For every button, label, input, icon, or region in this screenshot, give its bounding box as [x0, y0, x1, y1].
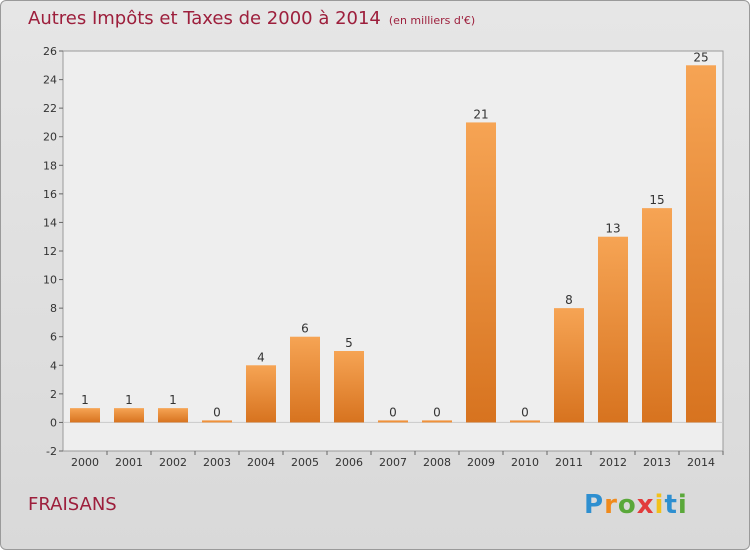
chart-title-text: Autres Impôts et Taxes de 2000 à 2014 — [28, 8, 381, 29]
x-tick-label: 2002 — [159, 456, 187, 469]
x-tick-label: 2000 — [71, 456, 99, 469]
commune-name: FRAISANS — [28, 494, 117, 515]
bar-2011 — [554, 308, 584, 423]
y-tick-label: 12 — [43, 245, 57, 258]
y-tick-label: 0 — [50, 416, 57, 429]
value-label: 0 — [433, 405, 441, 419]
y-tick-label: 18 — [43, 159, 57, 172]
x-tick-label: 2013 — [643, 456, 671, 469]
x-tick-label: 2010 — [511, 456, 539, 469]
bar-2004 — [246, 365, 276, 423]
logo-letter: P — [584, 490, 605, 520]
value-label: 8 — [565, 293, 573, 307]
bar-2013 — [642, 208, 672, 423]
bar-2010 — [510, 420, 540, 423]
value-label: 0 — [389, 405, 397, 419]
y-tick-label: 10 — [43, 274, 57, 287]
bar-2001 — [114, 408, 144, 423]
value-label: 25 — [693, 50, 708, 64]
y-tick-label: 6 — [50, 331, 57, 344]
bar-2000 — [70, 408, 100, 423]
bar-2002 — [158, 408, 188, 423]
x-tick-label: 2006 — [335, 456, 363, 469]
x-tick-label: 2008 — [423, 456, 451, 469]
bar-2007 — [378, 420, 408, 423]
chart-unit-note: (en milliers d'€) — [388, 14, 476, 27]
value-label: 1 — [81, 393, 89, 407]
bar-2014 — [686, 65, 716, 423]
x-tick-label: 2009 — [467, 456, 495, 469]
x-tick-label: 2011 — [555, 456, 583, 469]
value-label: 13 — [605, 222, 620, 236]
x-tick-label: 2001 — [115, 456, 143, 469]
y-tick-label: 2 — [50, 388, 57, 401]
logo-letter: r — [604, 490, 618, 520]
value-label: 5 — [345, 336, 353, 350]
logo-letter: o — [617, 490, 637, 520]
x-tick-label: 2003 — [203, 456, 231, 469]
bar-2009 — [466, 122, 496, 423]
value-label: 0 — [213, 405, 221, 419]
proxiti-logo: Proxiti — [584, 490, 688, 520]
value-label: 4 — [257, 350, 265, 364]
bar-2008 — [422, 420, 452, 423]
y-tick-label: 24 — [43, 74, 57, 87]
y-tick-label: 8 — [50, 302, 57, 315]
value-label: 15 — [649, 193, 664, 207]
y-tick-label: 16 — [43, 188, 57, 201]
y-tick-label: 22 — [43, 102, 57, 115]
y-tick-label: 14 — [43, 216, 57, 229]
value-label: 21 — [473, 107, 488, 121]
y-tick-label: 4 — [50, 359, 57, 372]
logo-letter: x — [636, 490, 655, 520]
bar-2003 — [202, 420, 232, 423]
y-tick-label: -2 — [46, 445, 57, 458]
value-label: 0 — [521, 405, 529, 419]
bar-2006 — [334, 351, 364, 423]
x-tick-label: 2014 — [687, 456, 715, 469]
bar-2012 — [598, 236, 628, 423]
value-label: 1 — [125, 393, 133, 407]
y-tick-label: 20 — [43, 131, 57, 144]
logo-letter: i — [677, 490, 688, 520]
logo-letter: i — [654, 490, 665, 520]
logo-letter: t — [664, 490, 678, 520]
x-tick-label: 2004 — [247, 456, 275, 469]
x-tick-label: 2007 — [379, 456, 407, 469]
chart-title: Autres Impôts et Taxes de 2000 à 2014 (en… — [28, 8, 475, 29]
y-tick-label: 26 — [43, 45, 57, 58]
x-tick-label: 2012 — [599, 456, 627, 469]
value-label: 6 — [301, 322, 309, 336]
bar-2005 — [290, 336, 320, 423]
value-label: 1 — [169, 393, 177, 407]
x-tick-label: 2005 — [291, 456, 319, 469]
